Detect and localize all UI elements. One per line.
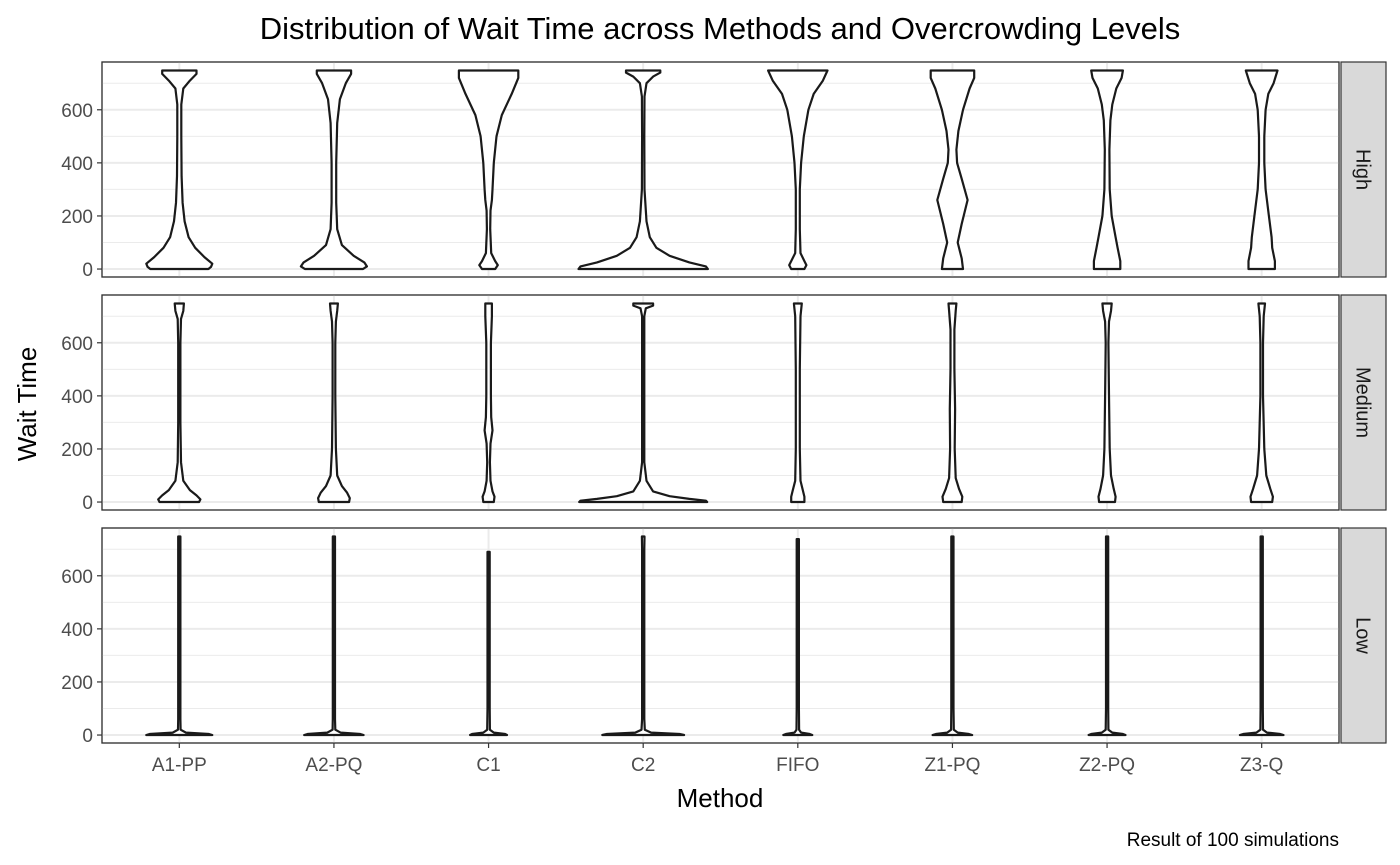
violin-high-a1-pp [145, 69, 214, 271]
y-tick-label: 0 [82, 260, 93, 281]
chart-title: Distribution of Wait Time across Methods… [260, 11, 1181, 46]
facet-panel-medium: 0 200 400 600 Medium [61, 294, 1387, 514]
panel-background [101, 294, 1340, 511]
violin-high-c2 [577, 69, 709, 271]
panel-background [101, 527, 1340, 744]
violin-high-a2-pq [299, 69, 368, 271]
facet-strip-label: Low [1352, 617, 1374, 654]
y-tick-label: 200 [61, 673, 93, 694]
y-tick-label: 0 [82, 726, 93, 747]
panel-background [101, 61, 1340, 278]
facet-strip [1340, 294, 1387, 511]
violin-high-fifo [767, 69, 829, 271]
y-tick-label: 400 [61, 387, 93, 408]
panel-border [101, 61, 1340, 278]
y-tick-label: 600 [61, 101, 93, 122]
y-tick-label: 0 [82, 493, 93, 514]
x-tick-label: Z1-PQ [924, 755, 980, 776]
facet-strip [1340, 61, 1387, 278]
violin-medium-z3-q [1249, 302, 1274, 504]
violin-low-a1-pp [145, 535, 214, 737]
violin-high-z2-pq [1090, 69, 1124, 271]
facet-strip-label: High [1352, 149, 1374, 190]
violin-medium-a2-pq [317, 302, 351, 504]
x-axis-title: Method [677, 783, 764, 813]
violin-medium-c1 [481, 302, 496, 504]
violin-low-c1 [469, 550, 509, 737]
y-tick-label: 600 [61, 567, 93, 588]
x-tick-label: C1 [476, 755, 500, 776]
violin-medium-a1-pp [157, 302, 202, 504]
y-tick-label: 200 [61, 207, 93, 228]
violin-low-fifo [782, 538, 814, 737]
facet-strip-label: Medium [1352, 367, 1374, 438]
violin-low-a2-pq [303, 535, 365, 737]
x-tick-label: C2 [631, 755, 655, 776]
facet-strip [1340, 527, 1387, 744]
x-tick-label: A1-PP [152, 755, 207, 776]
violin-high-c1 [457, 69, 520, 271]
chart-caption: Result of 100 simulations [1127, 830, 1339, 851]
violin-low-z2-pq [1087, 535, 1127, 737]
facet-panel-low: 0 200 400 600 Low [61, 527, 1387, 747]
y-tick-label: 400 [61, 154, 93, 175]
violin-medium-c2 [578, 302, 709, 504]
violin-medium-fifo [790, 302, 806, 504]
y-tick-label: 600 [61, 334, 93, 355]
y-tick-label: 400 [61, 620, 93, 641]
facet-panels: 0 200 400 600 High 0 200 400 600 Medium 0 200 400 600… [61, 61, 1387, 747]
x-tick-label: Z2-PQ [1079, 755, 1135, 776]
facet-panel-high: 0 200 400 600 High [61, 61, 1387, 281]
panel-border [101, 527, 1340, 744]
violin-low-c2 [601, 535, 686, 737]
x-tick-label: Z3-Q [1240, 755, 1283, 776]
violin-medium-z1-pq [941, 302, 964, 504]
panel-border [101, 294, 1340, 511]
violin-low-z1-pq [931, 535, 974, 737]
y-axis-title: Wait Time [12, 347, 42, 462]
x-axis: A1-PP A2-PQ C1 C2 FIFO Z1-PQ Z2-PQ Z3-Q [152, 743, 1283, 776]
violin-medium-z2-pq [1097, 302, 1117, 504]
y-tick-label: 200 [61, 440, 93, 461]
violin-high-z1-pq [929, 69, 976, 271]
violin-high-z3-q [1244, 69, 1279, 271]
x-tick-label: A2-PQ [305, 755, 362, 776]
x-tick-label: FIFO [776, 755, 819, 776]
violin-low-z3-q [1238, 535, 1285, 737]
